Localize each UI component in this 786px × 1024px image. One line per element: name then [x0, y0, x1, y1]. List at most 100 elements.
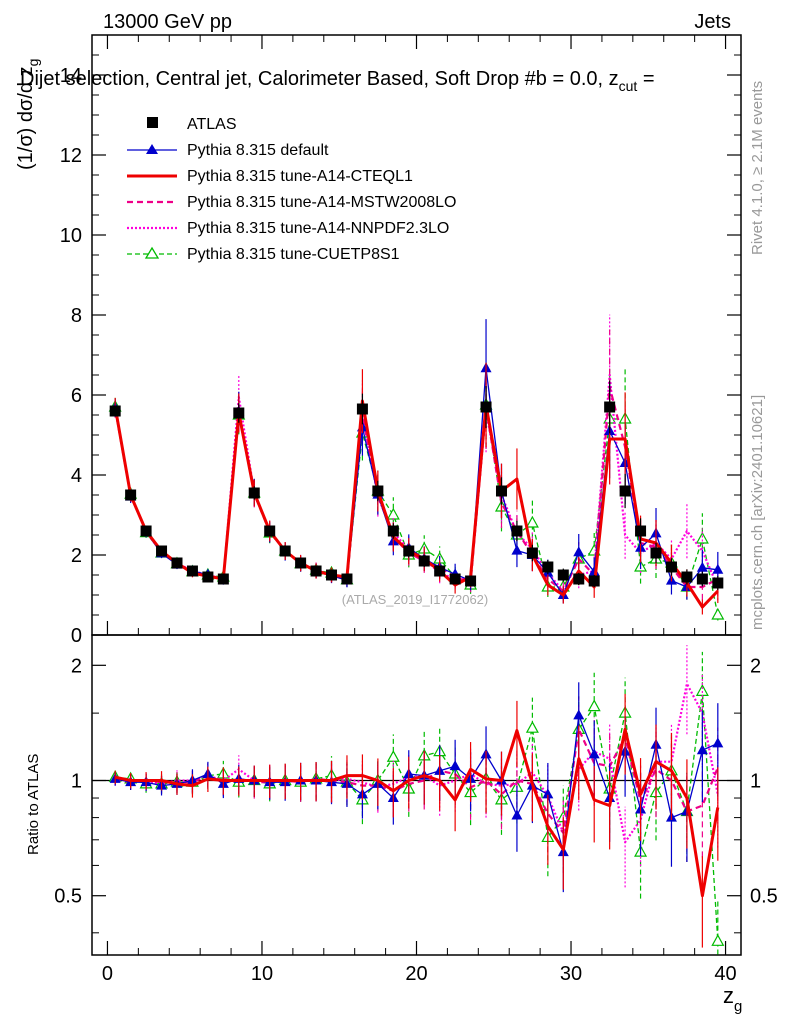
- data-point-cuetp: [386, 507, 400, 520]
- series-atlas-main: [109, 380, 724, 591]
- y-tick-label: 10: [60, 225, 82, 247]
- data-point-atlas: [542, 561, 554, 573]
- data-point-atlas: [526, 547, 538, 559]
- data-point-default: [511, 544, 523, 555]
- data-point-cuetp: [695, 531, 709, 544]
- y-tick-label: 2: [71, 545, 82, 567]
- y-axis-label-main: (1/σ) dσ/d z: [15, 66, 37, 170]
- series-cteql1-ratio: [114, 693, 720, 948]
- legend-entry-nnpdf: Pythia 8.315 tune-A14-NNPDF2.3LO: [127, 220, 449, 237]
- subtitle-tail: =: [637, 68, 654, 90]
- data-point-atlas: [171, 557, 183, 569]
- data-point-cuetp: [711, 934, 725, 946]
- legend-label-nnpdf: Pythia 8.315 tune-A14-NNPDF2.3LO: [187, 220, 449, 237]
- ratio-tick-label-right: 1: [750, 771, 761, 793]
- data-point-cuetp: [525, 720, 539, 733]
- data-point-atlas: [356, 403, 368, 415]
- legend-label-default: Pythia 8.315 default: [187, 142, 329, 159]
- ratio-tick-label: 2: [71, 655, 82, 677]
- data-point-atlas: [635, 525, 647, 537]
- data-point-default: [712, 563, 724, 574]
- data-point-atlas: [279, 545, 291, 557]
- legend-entry-cteql1: Pythia 8.315 tune-A14-CTEQL1: [127, 168, 413, 185]
- x-axis-label-sub: g: [734, 998, 742, 1015]
- ratio-series-group: [108, 645, 725, 955]
- legend-label-atlas: ATLAS: [187, 116, 237, 133]
- data-point-atlas: [264, 525, 276, 537]
- series-cuetp-main: [108, 362, 725, 621]
- series-line-cuetp: [115, 690, 719, 942]
- legend-entry-cuetp: Pythia 8.315 tune-CUETP8S1: [127, 246, 400, 263]
- header-right: Jets: [694, 11, 731, 33]
- series-line-cteql1: [114, 727, 720, 898]
- y-tick-label: 12: [60, 145, 82, 167]
- legend-label-mstw: Pythia 8.315 tune-A14-MSTW2008LO: [187, 194, 456, 211]
- data-point-atlas: [712, 577, 724, 589]
- data-point-default: [542, 788, 554, 799]
- legend-label-cteql1: Pythia 8.315 tune-A14-CTEQL1: [187, 168, 413, 185]
- data-point-atlas: [434, 565, 446, 577]
- series-line-nnpdf: [115, 682, 719, 844]
- data-point-atlas: [619, 485, 631, 497]
- y-axis-label: (1/σ) dσ/d zg: [15, 59, 41, 170]
- series-default-ratio: [109, 682, 724, 893]
- data-point-atlas: [604, 401, 616, 413]
- subtitle-sub: cut: [619, 78, 638, 94]
- ratio-tick-label: 0.5: [54, 886, 82, 908]
- data-point-cuetp: [695, 684, 709, 696]
- legend-marker-cuetp: [144, 246, 160, 259]
- data-point-atlas: [372, 485, 384, 497]
- data-point-atlas: [418, 555, 430, 567]
- legend-marker-default: [146, 144, 158, 154]
- y-tick-label: 8: [71, 305, 82, 327]
- legend-entry-mstw: Pythia 8.315 tune-A14-MSTW2008LO: [127, 194, 456, 211]
- x-tick-label: 20: [405, 963, 427, 985]
- y-tick-label: 0: [71, 625, 82, 647]
- data-point-atlas: [295, 557, 307, 569]
- x-axis-label-main: z: [723, 983, 734, 1008]
- y-tick-label: 4: [71, 465, 82, 487]
- ratio-tick-label-right: 2: [750, 655, 761, 677]
- ratio-tick-label-right: 0.5: [750, 886, 778, 908]
- data-point-atlas: [202, 571, 214, 583]
- data-point-default: [573, 709, 585, 720]
- data-point-default: [573, 546, 585, 557]
- main-series-group: [108, 314, 725, 621]
- legend-marker-atlas: [147, 117, 158, 128]
- plot-subtitle: Dijet selection, Central jet, Calorimete…: [20, 68, 655, 94]
- data-point-cuetp: [525, 515, 539, 528]
- data-point-atlas: [233, 407, 245, 419]
- subtitle-main: Dijet selection, Central jet, Calorimete…: [20, 68, 619, 90]
- data-point-atlas: [186, 565, 198, 577]
- data-point-atlas: [403, 545, 415, 557]
- data-point-atlas: [449, 573, 461, 585]
- data-point-default: [449, 760, 461, 771]
- data-point-atlas: [387, 525, 399, 537]
- mcplots-label: mcplots.cern.ch [arXiv:2401.10621]: [749, 395, 766, 630]
- y-tick-label: 6: [71, 385, 82, 407]
- legend-entry-default: Pythia 8.315 default: [127, 142, 329, 159]
- x-tick-label: 30: [560, 963, 582, 985]
- header-left: 13000 GeV pp: [103, 11, 232, 33]
- data-point-atlas: [588, 575, 600, 587]
- legend-entry-atlas: ATLAS: [147, 116, 237, 133]
- legend-label-cuetp: Pythia 8.315 tune-CUETP8S1: [187, 246, 400, 263]
- data-point-atlas: [573, 573, 585, 585]
- data-point-atlas: [557, 569, 569, 581]
- data-point-atlas: [665, 561, 677, 573]
- data-point-atlas: [480, 401, 492, 413]
- data-point-default: [511, 809, 523, 820]
- data-point-atlas: [650, 547, 662, 559]
- data-point-atlas: [326, 569, 338, 581]
- series-line-cuetp: [114, 404, 719, 616]
- data-point-atlas: [310, 565, 322, 577]
- data-point-atlas: [109, 405, 121, 417]
- x-tick-label: 40: [714, 963, 736, 985]
- analysis-watermark: (ATLAS_2019_I1772062): [342, 592, 488, 607]
- series-line-nnpdf: [114, 373, 719, 593]
- series-default-main: [109, 319, 724, 604]
- x-tick-label: 10: [251, 963, 273, 985]
- rivet-label: Rivet 4.1.0, ≥ 2.1M events: [749, 81, 766, 255]
